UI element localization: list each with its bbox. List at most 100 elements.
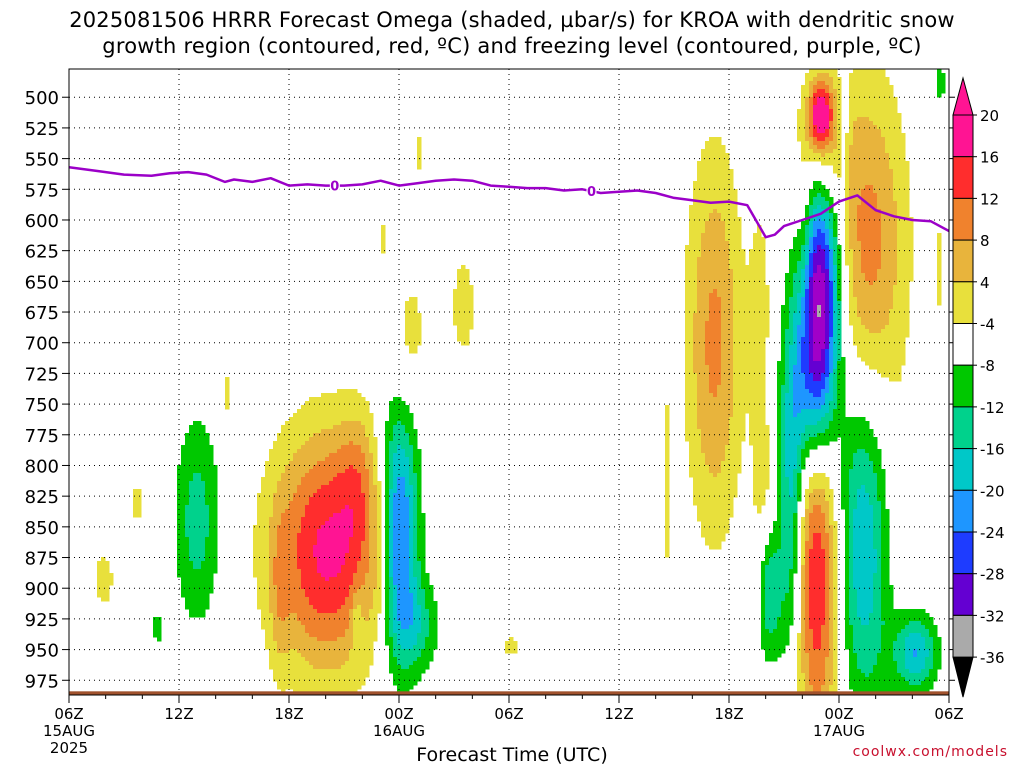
omega-cell <box>685 425 698 430</box>
omega-cell <box>829 361 834 366</box>
omega-cell <box>853 553 878 558</box>
colorbar-tick-label: -20 <box>980 482 1005 500</box>
omega-cell <box>829 285 834 290</box>
omega-cell <box>873 461 882 466</box>
omega-cell <box>921 633 930 638</box>
omega-cell <box>837 373 846 378</box>
omega-cell <box>869 453 882 458</box>
omega-cell <box>765 589 790 594</box>
omega-cell <box>421 621 430 626</box>
omega-cell <box>805 285 810 290</box>
omega-cell <box>805 581 810 586</box>
omega-cell <box>805 297 810 302</box>
omega-cell <box>701 253 730 258</box>
omega-cell <box>797 129 806 134</box>
omega-cell <box>353 633 378 638</box>
omega-cell <box>377 585 382 590</box>
omega-cell <box>841 441 878 446</box>
omega-cell <box>833 553 838 558</box>
omega-cell <box>701 529 730 534</box>
omega-cell <box>853 285 894 290</box>
omega-cell <box>813 541 822 546</box>
omega-cell <box>797 269 802 274</box>
omega-cell <box>701 149 726 154</box>
omega-cell <box>409 561 414 566</box>
omega-cell <box>809 245 814 250</box>
omega-cell <box>373 469 378 474</box>
omega-cell <box>793 321 802 326</box>
omega-cell <box>849 577 854 582</box>
y-tick-label: 925 <box>25 610 59 631</box>
omega-cell <box>805 261 810 266</box>
omega-cell <box>777 417 782 422</box>
omega-cell <box>801 337 810 342</box>
omega-cell <box>273 625 306 630</box>
omega-cell <box>353 645 374 650</box>
omega-cell <box>353 517 366 522</box>
y-tick-label: 950 <box>25 641 59 662</box>
omega-cell <box>853 461 874 466</box>
omega-cell <box>817 137 826 142</box>
omega-cell <box>389 585 394 590</box>
omega-cell <box>809 205 818 210</box>
omega-cell <box>881 265 898 270</box>
omega-cell <box>825 289 830 294</box>
omega-cell <box>721 381 734 386</box>
omega-cell <box>685 437 702 442</box>
omega-cell <box>281 477 302 482</box>
omega-cell <box>853 69 886 74</box>
omega-cell <box>721 333 734 338</box>
colorbar-top-arrow <box>952 76 974 116</box>
omega-cell <box>849 73 886 78</box>
omega-cell <box>257 581 270 586</box>
omega-cell <box>785 473 794 478</box>
omega-cell <box>413 457 422 462</box>
omega-cell <box>853 633 882 638</box>
omega-cell <box>809 225 814 230</box>
omega-cell <box>413 445 418 450</box>
omega-cell <box>805 493 810 498</box>
omega-cell <box>313 549 350 554</box>
omega-cell <box>309 661 346 666</box>
omega-cell <box>393 437 410 442</box>
omega-cell <box>209 513 218 518</box>
omega-cell <box>873 573 882 578</box>
omega-cell <box>385 449 390 454</box>
omega-cell <box>825 97 830 102</box>
omega-cell <box>853 129 882 134</box>
omega-cell <box>897 633 910 638</box>
omega-cell <box>789 361 798 366</box>
omega-cell <box>785 401 794 406</box>
omega-cell <box>881 605 894 610</box>
omega-cell <box>257 597 270 602</box>
omega-cell <box>269 665 314 670</box>
omega-cell <box>793 477 798 482</box>
omega-cell <box>809 537 814 542</box>
omega-cell <box>821 545 830 550</box>
omega-cell <box>809 341 814 346</box>
omega-cell <box>937 237 942 242</box>
omega-cell <box>393 625 402 630</box>
colorbar-bin <box>952 197 974 241</box>
omega-cell <box>385 641 394 646</box>
omega-cell <box>833 229 838 234</box>
omega-cell <box>825 357 830 362</box>
omega-cell <box>781 477 790 482</box>
omega-cell <box>821 217 830 222</box>
omega-cell <box>697 281 734 286</box>
omega-cell <box>693 181 734 186</box>
omega-cell <box>821 541 830 546</box>
omega-cell <box>761 617 766 622</box>
omega-cell <box>845 549 850 554</box>
omega-cell <box>453 297 474 302</box>
omega-cell <box>189 545 206 550</box>
omega-cell <box>897 229 914 234</box>
omega-cell <box>833 353 838 358</box>
omega-cell <box>385 549 390 554</box>
omega-cell <box>833 601 838 606</box>
omega-cell <box>893 301 910 306</box>
omega-cell <box>937 281 942 286</box>
omega-cell <box>797 353 802 358</box>
colorbar-tick-label: -36 <box>980 649 1005 667</box>
omega-cell <box>857 233 882 238</box>
